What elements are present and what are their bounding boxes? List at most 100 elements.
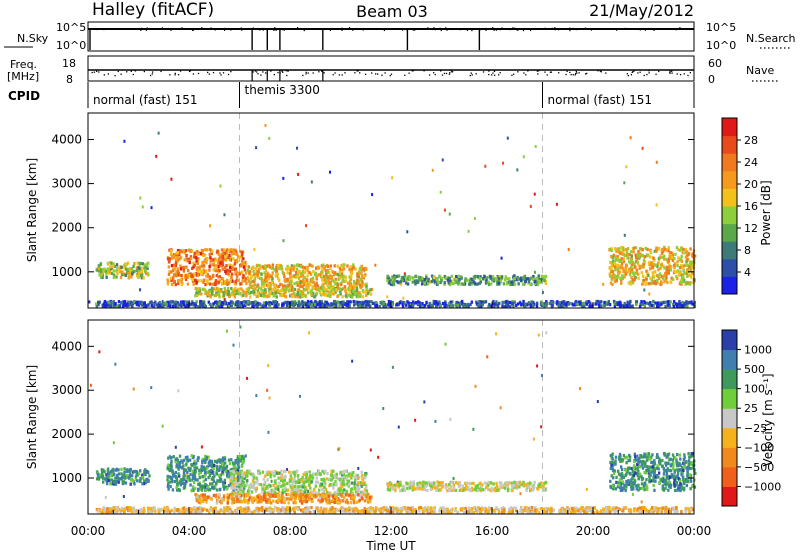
echo-cell	[440, 276, 444, 280]
echo-cell	[389, 303, 392, 307]
echo-cell	[308, 470, 311, 474]
echo-cell	[455, 278, 458, 282]
nsky-point	[575, 29, 577, 31]
echo-cell	[690, 271, 694, 275]
echo-cell	[657, 258, 661, 262]
echo-cell	[248, 483, 252, 487]
echo-cell	[404, 303, 408, 307]
echo-cell	[374, 304, 377, 308]
echo-cell	[214, 300, 217, 304]
echo-cell	[416, 487, 419, 491]
echo-cell	[234, 272, 238, 276]
echo-cell	[631, 304, 634, 308]
echo-cell	[264, 291, 267, 295]
nave-point	[493, 70, 496, 72]
echo-cell	[125, 473, 129, 478]
echo-cell	[147, 303, 150, 307]
echo-cell	[185, 253, 188, 258]
echo-cell	[530, 300, 533, 304]
echo-cell	[302, 482, 305, 486]
echo-cell	[684, 282, 687, 286]
nave-point	[323, 72, 325, 74]
echo-cell	[302, 278, 305, 282]
echo-cell	[292, 268, 295, 272]
echo-cell	[145, 262, 148, 266]
echo-cell	[228, 461, 232, 466]
echo-cell	[268, 265, 272, 269]
echo-cell	[192, 481, 196, 485]
echo-cell	[480, 304, 483, 308]
echo-cell	[235, 278, 239, 282]
echo-cell	[205, 261, 208, 265]
echo-cell	[268, 396, 271, 400]
echo-cell	[543, 304, 546, 308]
echo-cell	[360, 276, 363, 280]
echo-cell	[342, 477, 345, 482]
echo-cell	[429, 487, 433, 492]
echo-cell	[485, 277, 488, 282]
echo-cell	[342, 267, 346, 271]
nave-point	[689, 72, 692, 74]
echo-cell	[195, 280, 198, 284]
echo-cell	[209, 224, 212, 228]
echo-cell	[277, 476, 280, 480]
echo-cell	[252, 284, 255, 288]
echo-cell	[276, 285, 279, 289]
echo-cell	[261, 288, 265, 292]
echo-cell	[231, 492, 234, 496]
echo-cell	[166, 478, 169, 482]
echo-cell	[345, 476, 348, 480]
echo-cell	[192, 281, 195, 286]
colorbar-segment	[722, 170, 737, 189]
echo-cell	[265, 484, 269, 489]
echo-cell	[184, 277, 188, 281]
echo-cell	[472, 481, 475, 485]
nave-point	[143, 70, 145, 73]
nsky-frame	[87, 21, 695, 52]
echo-cell	[635, 268, 639, 272]
echo-cell	[214, 459, 217, 463]
echo-cell	[293, 282, 296, 286]
nsky-point	[183, 27, 186, 30]
echo-cell	[155, 154, 158, 158]
echo-cell	[119, 270, 122, 274]
echo-cell	[175, 254, 179, 258]
echo-cell	[253, 277, 257, 281]
echo-cell	[499, 279, 502, 283]
echo-cell	[682, 247, 685, 252]
echo-cell	[257, 275, 260, 279]
echo-cell	[227, 290, 231, 294]
echo-cell	[360, 484, 363, 488]
echo-cell	[684, 251, 687, 255]
echo-cell	[181, 460, 184, 464]
echo-cell	[435, 488, 438, 493]
echo-cell	[198, 265, 201, 269]
echo-cell	[434, 300, 438, 304]
echo-cell	[312, 269, 315, 274]
echo-cell	[291, 300, 294, 304]
echo-cell	[174, 283, 177, 287]
echo-cell	[409, 304, 412, 309]
echo-cell	[167, 487, 170, 491]
echo-cell	[300, 479, 304, 483]
nave-point	[257, 73, 259, 75]
echo-cell	[201, 261, 204, 265]
echo-cell	[384, 304, 388, 308]
echo-cell	[497, 281, 501, 285]
echo-cell	[399, 300, 403, 304]
echo-cell	[198, 481, 201, 485]
nsky-point	[303, 28, 305, 30]
echo-cell	[202, 268, 205, 272]
echo-cell	[337, 300, 340, 304]
colorbar-segment	[722, 153, 737, 172]
nave-point	[498, 74, 500, 76]
echo-cell	[346, 479, 350, 484]
echo-cell	[267, 471, 270, 475]
echo-cell	[656, 301, 659, 306]
echo-cell	[460, 488, 463, 492]
echo-cell	[341, 268, 344, 272]
nsky-point	[252, 27, 254, 29]
echo-cell	[205, 455, 209, 459]
echo-cell	[180, 282, 183, 287]
echo-cell	[315, 277, 318, 281]
